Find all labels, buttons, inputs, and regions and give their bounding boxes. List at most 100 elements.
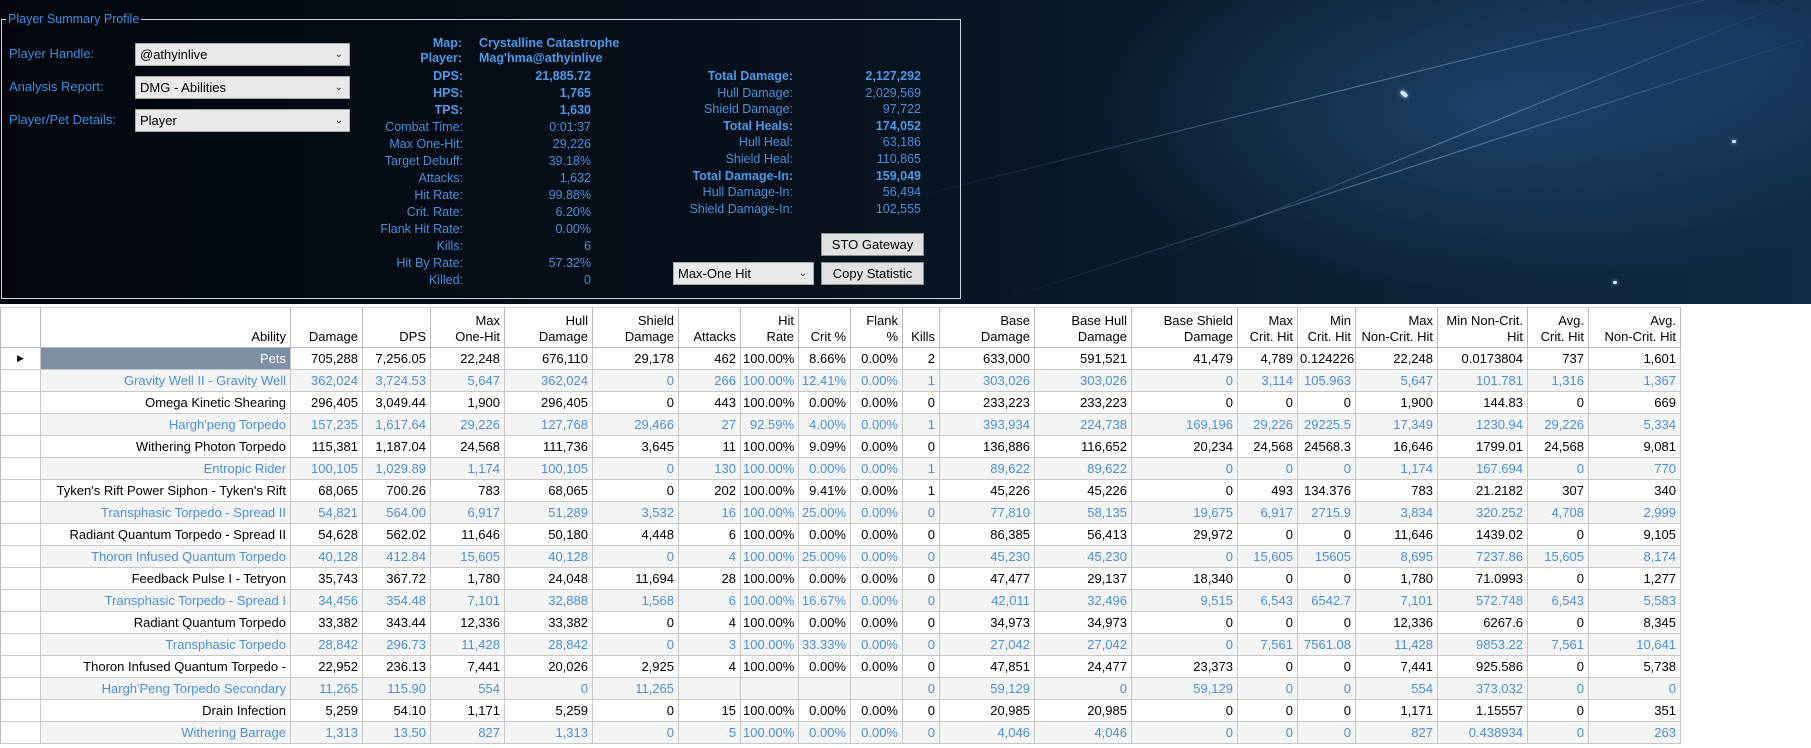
table-cell[interactable]: 5,259 <box>290 699 363 722</box>
table-cell[interactable]: 0 <box>1297 699 1356 722</box>
table-cell[interactable]: 29,226 <box>430 413 505 436</box>
table-cell[interactable]: 59,129 <box>1131 677 1238 700</box>
table-cell[interactable]: 24,568 <box>1527 435 1589 458</box>
table-cell[interactable]: 6 <box>678 523 741 546</box>
table-cell[interactable]: 4 <box>678 611 741 634</box>
table-cell[interactable]: 11,428 <box>430 633 505 656</box>
table-cell[interactable]: 18,340 <box>1131 567 1238 590</box>
table-cell[interactable]: 0 <box>1131 479 1238 502</box>
table-cell[interactable]: 1 <box>902 479 940 502</box>
row-selector[interactable] <box>0 721 41 744</box>
table-cell[interactable]: 22,952 <box>290 655 363 678</box>
table-cell[interactable]: 16,646 <box>1355 435 1438 458</box>
table-cell[interactable]: 633,000 <box>939 347 1035 370</box>
table-cell[interactable]: 35,743 <box>290 567 363 590</box>
table-cell[interactable]: 0.00% <box>798 699 851 722</box>
table-cell[interactable]: 51,289 <box>504 501 593 524</box>
table-cell[interactable]: 29,178 <box>592 347 679 370</box>
table-cell[interactable]: 21.2182 <box>1437 479 1528 502</box>
table-cell[interactable]: 5,647 <box>1355 369 1438 392</box>
table-cell[interactable]: 25.00% <box>798 545 851 568</box>
table-cell[interactable]: 24,568 <box>1237 435 1298 458</box>
table-cell[interactable]: 7,256.05 <box>362 347 431 370</box>
table-cell[interactable]: 0 <box>902 391 940 414</box>
row-selector[interactable] <box>0 435 41 458</box>
table-cell[interactable]: 28 <box>678 567 741 590</box>
table-cell[interactable]: 100.00% <box>740 369 799 392</box>
analysis-report-select[interactable]: DMG - Abilities ⌄ <box>135 76 350 99</box>
table-cell[interactable]: 0.00% <box>850 457 903 480</box>
table-cell[interactable]: 5,738 <box>1588 655 1681 678</box>
table-cell[interactable]: 15,605 <box>1237 545 1298 568</box>
row-selector[interactable] <box>0 633 41 656</box>
table-cell[interactable]: 20,234 <box>1131 435 1238 458</box>
table-cell[interactable]: 0.00% <box>798 655 851 678</box>
column-header[interactable]: Max Non-Crit. Hit <box>1355 307 1438 348</box>
table-row[interactable]: Tyken's Rift Power Siphon - Tyken's Rift… <box>0 479 1681 502</box>
table-cell[interactable]: 705,288 <box>290 347 363 370</box>
column-header[interactable]: Shield Damage <box>592 307 679 348</box>
table-cell[interactable]: 0 <box>1297 611 1356 634</box>
table-cell[interactable]: 0 <box>902 633 940 656</box>
table-cell[interactable]: 6,543 <box>1237 589 1298 612</box>
column-header[interactable]: Max Crit. Hit <box>1237 307 1298 348</box>
table-cell[interactable]: 9.09% <box>798 435 851 458</box>
table-cell[interactable]: 0 <box>902 523 940 546</box>
column-header[interactable]: Min Non-Crit. Hit <box>1437 307 1528 348</box>
table-cell[interactable]: 89,622 <box>1034 457 1132 480</box>
table-row[interactable]: Transphasic Torpedo - Spread II 54,821 564… <box>0 501 1681 524</box>
table-cell[interactable] <box>850 677 903 700</box>
table-cell[interactable]: 0 <box>902 545 940 568</box>
row-selector[interactable] <box>0 457 41 480</box>
table-cell[interactable]: 0 <box>902 567 940 590</box>
table-cell[interactable]: 0.00% <box>850 479 903 502</box>
table-cell[interactable]: 2,999 <box>1588 501 1681 524</box>
table-cell[interactable]: 7,441 <box>430 655 505 678</box>
table-cell[interactable]: 1,029.89 <box>362 457 431 480</box>
table-cell[interactable]: 0.00% <box>850 435 903 458</box>
ability-name-cell[interactable]: Transphasic Torpedo - Spread I <box>40 589 291 612</box>
column-header[interactable]: Base Hull Damage <box>1034 307 1132 348</box>
table-cell[interactable]: 0 <box>1297 391 1356 414</box>
table-cell[interactable]: 33.33% <box>798 633 851 656</box>
table-cell[interactable]: 0 <box>902 611 940 634</box>
ability-name-cell[interactable]: Withering Barrage <box>40 721 291 744</box>
table-cell[interactable]: 27,042 <box>939 633 1035 656</box>
table-cell[interactable]: 12,336 <box>1355 611 1438 634</box>
table-cell[interactable]: 100.00% <box>740 391 799 414</box>
table-cell[interactable]: 17,349 <box>1355 413 1438 436</box>
table-cell[interactable]: 0 <box>1237 567 1298 590</box>
table-cell[interactable]: 0 <box>1297 523 1356 546</box>
table-cell[interactable]: 11,428 <box>1355 633 1438 656</box>
table-cell[interactable]: 33,382 <box>504 611 593 634</box>
table-cell[interactable]: 443 <box>678 391 741 414</box>
table-cell[interactable]: 5 <box>678 721 741 744</box>
table-cell[interactable]: 8.66% <box>798 347 851 370</box>
table-cell[interactable]: 2,925 <box>592 655 679 678</box>
table-cell[interactable]: 0.00% <box>850 611 903 634</box>
table-cell[interactable]: 554 <box>1355 677 1438 700</box>
table-cell[interactable]: 303,026 <box>1034 369 1132 392</box>
column-header[interactable]: Avg. Crit. Hit <box>1527 307 1589 348</box>
table-cell[interactable]: 7,101 <box>430 589 505 612</box>
table-cell[interactable]: 303,026 <box>939 369 1035 392</box>
table-cell[interactable]: 0.00% <box>798 523 851 546</box>
table-cell[interactable]: 169,196 <box>1131 413 1238 436</box>
table-cell[interactable]: 6,543 <box>1527 589 1589 612</box>
table-cell[interactable]: 1,171 <box>430 699 505 722</box>
table-cell[interactable]: 6 <box>678 589 741 612</box>
table-cell[interactable]: 6,917 <box>430 501 505 524</box>
table-cell[interactable]: 0 <box>592 391 679 414</box>
table-cell[interactable]: 3,114 <box>1237 369 1298 392</box>
table-cell[interactable]: 116,652 <box>1034 435 1132 458</box>
table-cell[interactable]: 100.00% <box>740 479 799 502</box>
table-cell[interactable] <box>798 677 851 700</box>
table-cell[interactable]: 4.00% <box>798 413 851 436</box>
row-selector[interactable] <box>0 567 41 590</box>
table-cell[interactable]: 50,180 <box>504 523 593 546</box>
table-cell[interactable]: 1,313 <box>504 721 593 744</box>
table-cell[interactable]: 8,345 <box>1588 611 1681 634</box>
table-cell[interactable]: 0.00% <box>850 655 903 678</box>
table-cell[interactable]: 1 <box>902 457 940 480</box>
table-cell[interactable]: 493 <box>1237 479 1298 502</box>
